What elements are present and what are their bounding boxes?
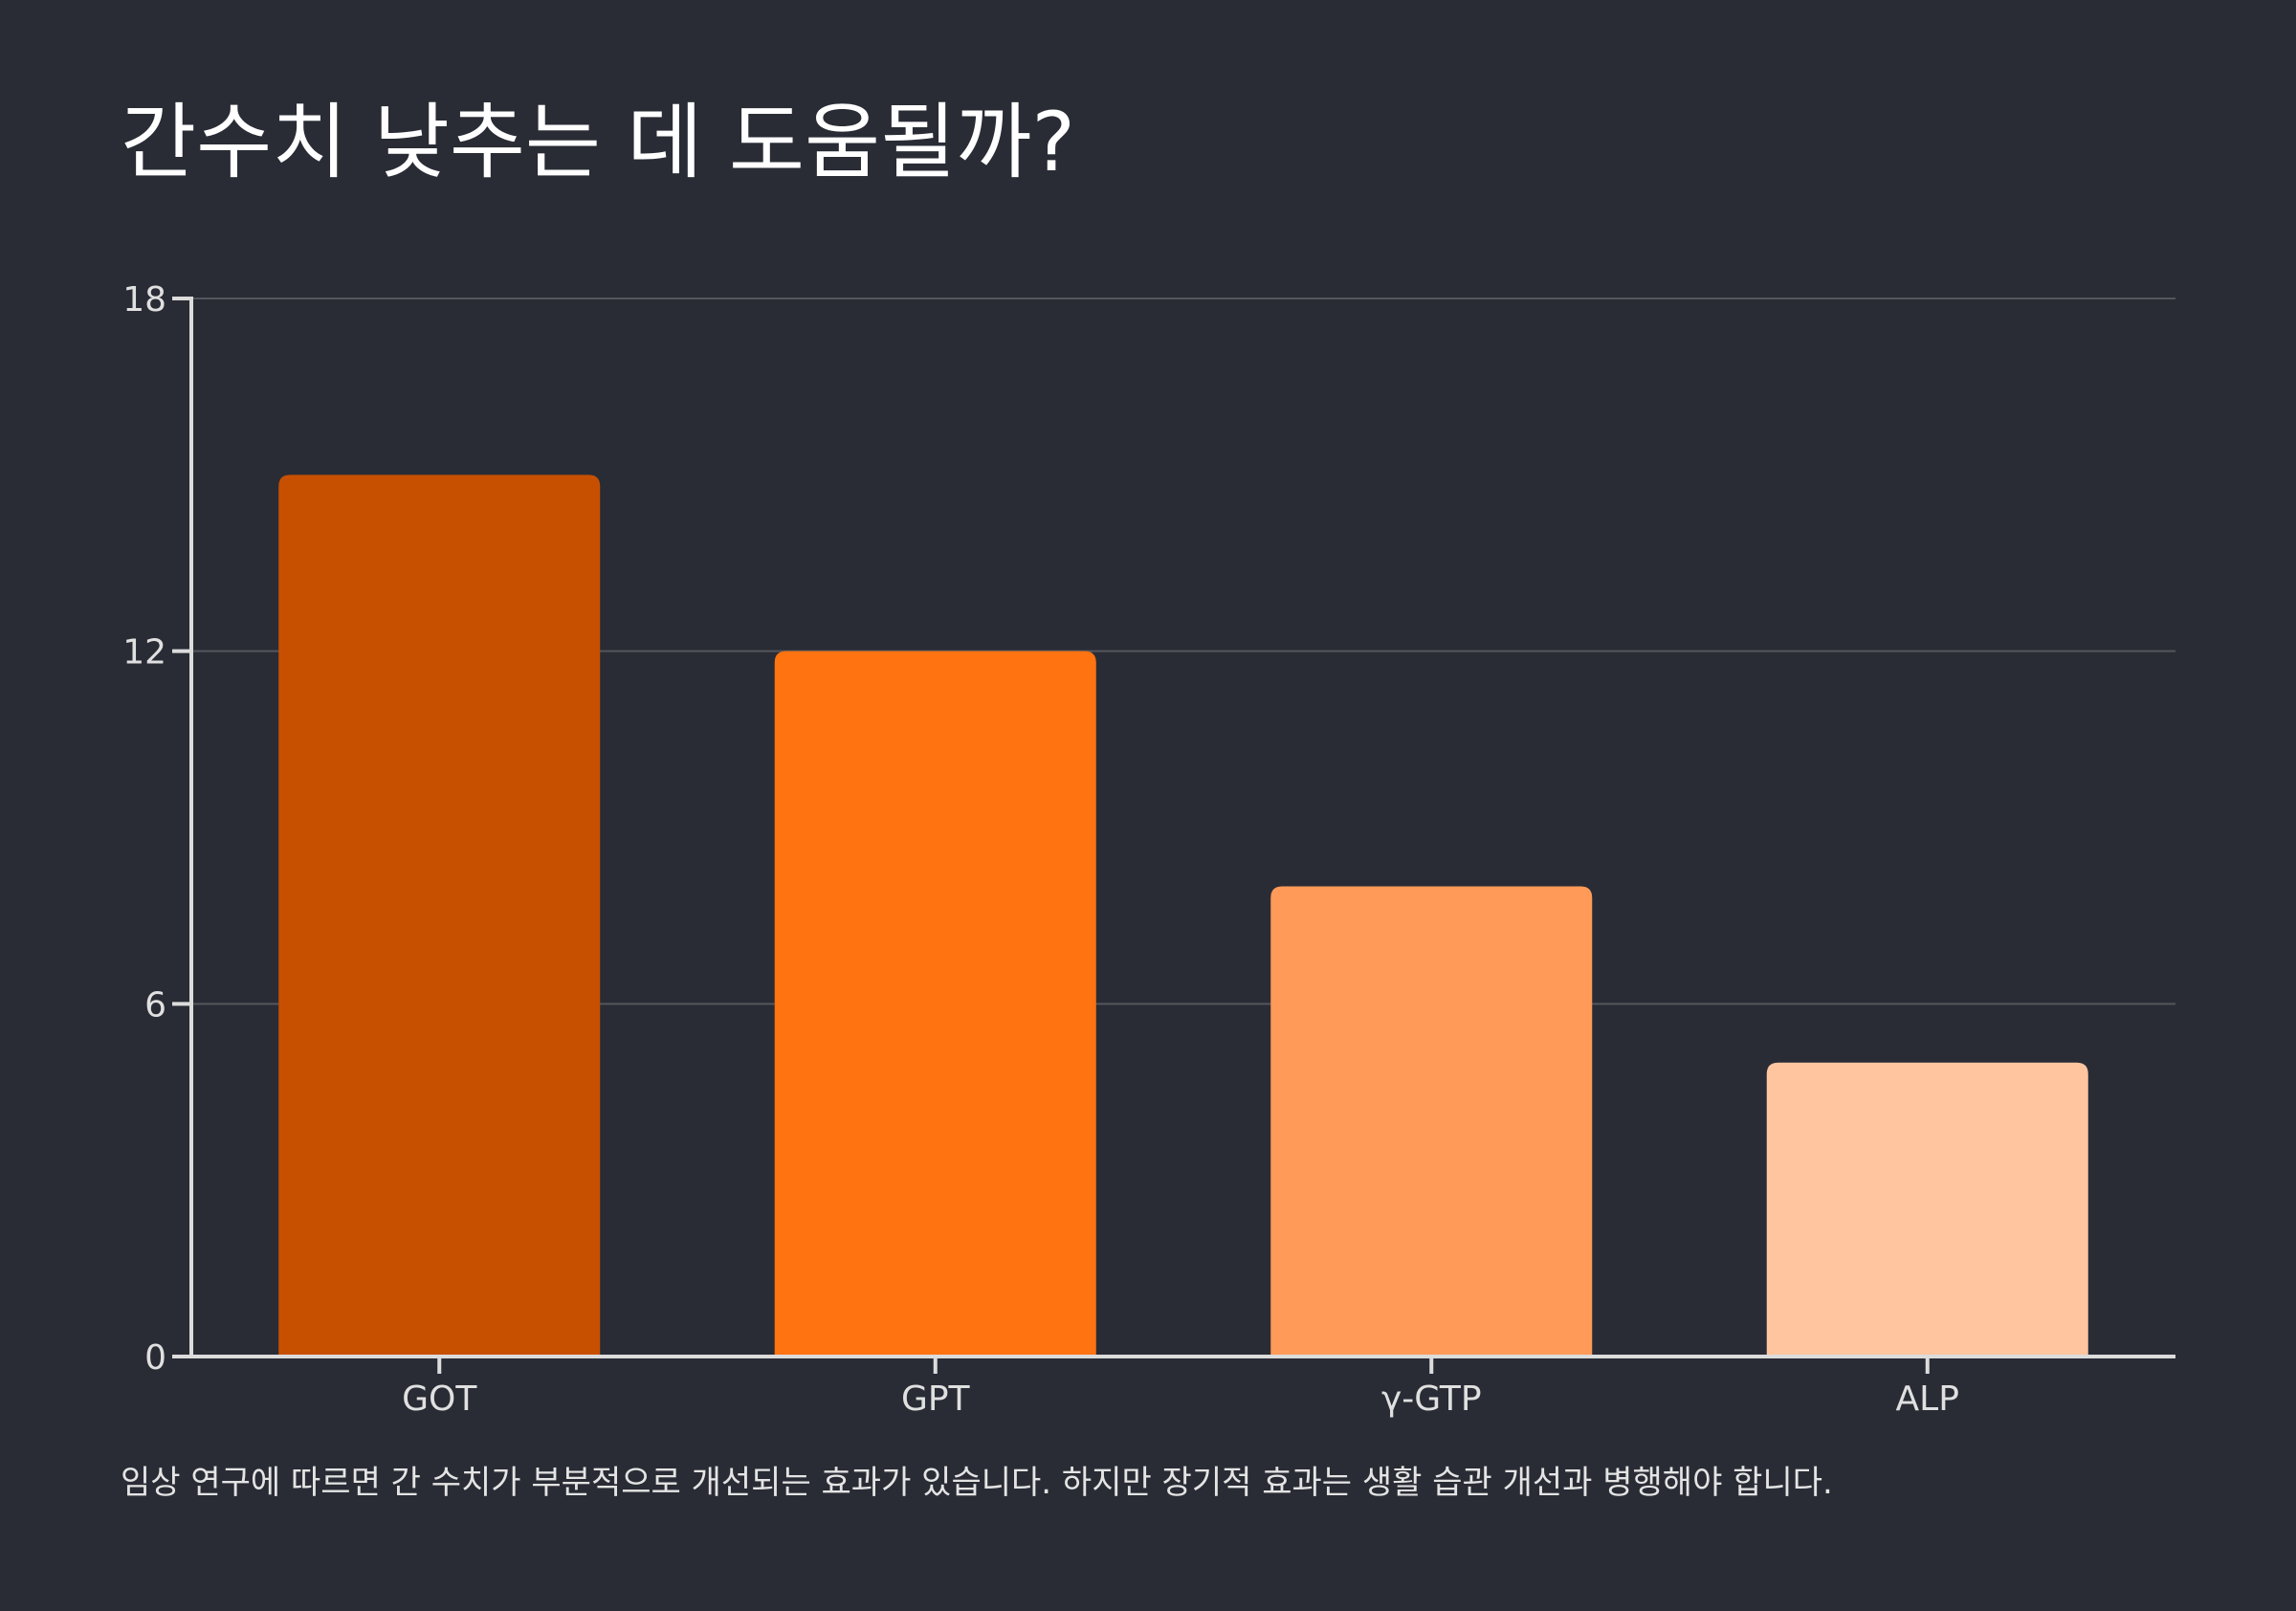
bar-gtp (1270, 886, 1593, 1357)
y-tick-label: 0 (144, 1338, 166, 1378)
footnote: 임상 연구에 따르면 간 수치가 부분적으로 개선되는 효과가 있습니다. 하지… (121, 1464, 1833, 1502)
x-tick-label: GOT (402, 1379, 477, 1419)
bars (278, 474, 2088, 1357)
x-axis-ticks: GOT GPT γ-GTP ALP (402, 1357, 1959, 1419)
y-tick-label: 18 (122, 280, 166, 320)
y-tick-label: 12 (122, 633, 166, 673)
y-tick-label: 6 (144, 985, 166, 1025)
y-axis-ticks: 0 6 12 18 (122, 280, 191, 1378)
x-tick-label: γ-GTP (1381, 1379, 1482, 1419)
chart-title: 간수치 낮추는 데 도움될까? (121, 95, 1075, 190)
x-tick-label: ALP (1896, 1379, 1959, 1419)
bar-alp (1766, 1062, 2088, 1357)
axes (189, 297, 2175, 1358)
x-tick-label: GPT (901, 1379, 971, 1419)
bar-gpt (774, 651, 1096, 1357)
bar-got (278, 474, 601, 1357)
